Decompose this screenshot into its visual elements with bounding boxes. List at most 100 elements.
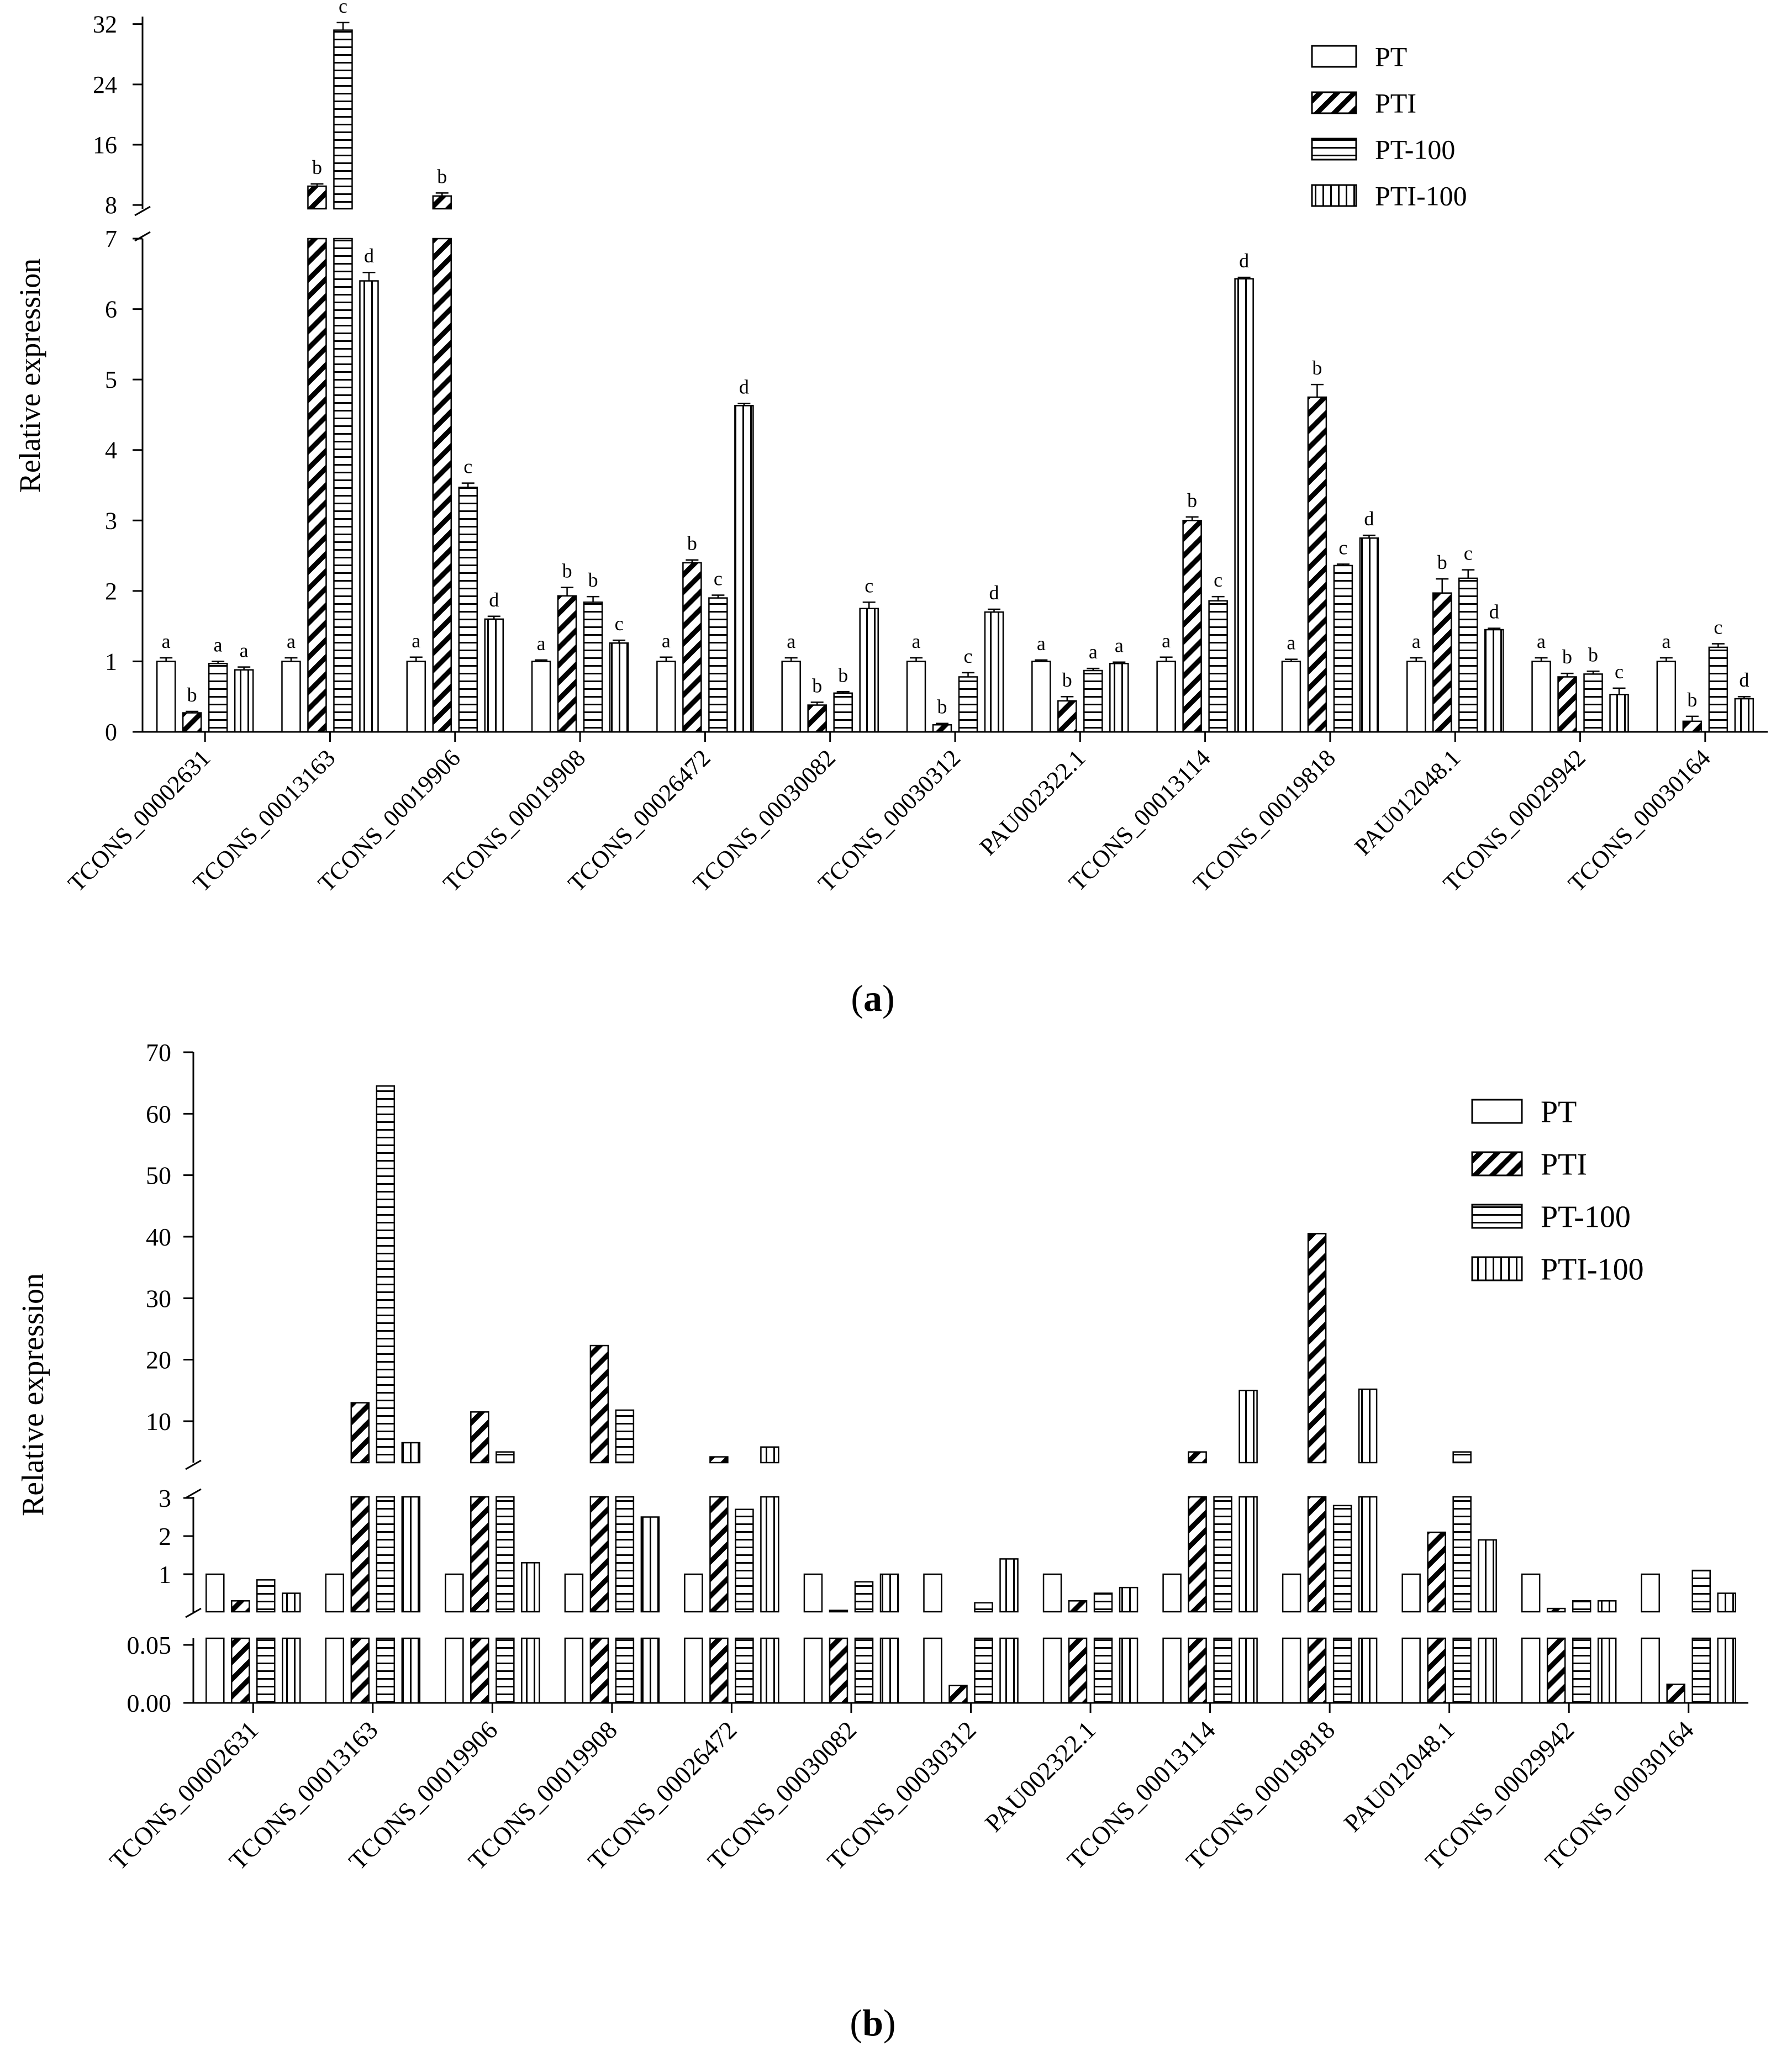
bar-b-pti-100-tcons-00019818-upper [1358, 1388, 1378, 1464]
bar-a-pt-100-tcons-00013163-upper [333, 29, 353, 210]
significance-letter: b [1187, 489, 1197, 511]
bar-b-pti-tcons-00019906 [470, 1637, 489, 1704]
y-tick-label: 16 [93, 131, 117, 159]
y-tick-label: 2 [105, 578, 117, 605]
bar-b-pt-100-tcons-00013114 [1213, 1637, 1232, 1704]
significance-letter: b [687, 532, 697, 555]
significance-letter: b [1687, 689, 1697, 711]
significance-letter: c [714, 568, 723, 590]
significance-letter: b [187, 684, 197, 706]
significance-letter: c [964, 645, 973, 667]
bar-b-pt-tcons-00013114-middle [1162, 1573, 1182, 1613]
bar-b-pt-tcons-00019818-middle [1282, 1573, 1301, 1613]
bar-b-pt-tcons-00019908 [564, 1637, 584, 1704]
bar-b-pti-100-tcons-00019818 [1358, 1637, 1378, 1704]
significance-letter: d [1239, 250, 1249, 272]
bar-b-pti-tcons-00030164 [1666, 1684, 1685, 1704]
bar-a-pti-100-tcons-00013114 [1234, 278, 1254, 733]
bar-a-pti-tcons-00026472 [682, 562, 702, 733]
bar-b-pt-100-tcons-00019906-middle [496, 1496, 515, 1613]
bar-a-pti-100-tcons-00019908 [609, 642, 629, 733]
bar-a-pti-tcons-00019906-upper [432, 195, 452, 210]
y-axis-title: Relative expression [13, 258, 46, 493]
x-tick-label: PAU002322.1 [979, 1716, 1101, 1837]
panel-a-label: (a) [851, 977, 894, 1019]
bar-a-pti-tcons-00029942 [1557, 676, 1577, 733]
y-tick-label: 0.00 [127, 1689, 172, 1717]
significance-letter: a [1115, 635, 1124, 657]
bar-b-pti-100-tcons-00026472-upper [760, 1446, 779, 1464]
y-tick-label: 7 [105, 225, 117, 252]
y-axis-title: Relative expression [16, 1273, 50, 1516]
bar-a-pti-tcons-00019908 [557, 595, 577, 733]
bar-b-pt-tcons-00002631 [205, 1637, 225, 1704]
bar-a-pti-100-tcons-00002631 [234, 669, 254, 733]
bar-b-pti-tcons-00013163-upper [350, 1402, 370, 1464]
bar-a-pti-100-tcons-00019818 [1359, 537, 1379, 733]
significance-letter: d [1489, 600, 1499, 622]
bar-b-pti-100-pau012048-1-middle [1478, 1539, 1497, 1613]
bar-b-pt-100-tcons-00029942-middle [1572, 1600, 1591, 1613]
axis-break-mark [134, 205, 151, 217]
significance-letter: b [1062, 669, 1072, 691]
bar-a-pt-tcons-00030164 [1656, 661, 1677, 733]
legend-label-pt: PT [1375, 41, 1407, 72]
bar-b-pti-tcons-00013163-middle [350, 1496, 370, 1613]
x-tick-label: PAU012048.1 [1338, 1716, 1460, 1837]
significance-letter: b [1588, 643, 1598, 666]
bar-a-pt-100-tcons-00013114 [1208, 600, 1228, 733]
significance-letter: c [463, 456, 472, 478]
significance-letter: a [1287, 632, 1295, 654]
bar-a-pt-100-tcons-00002631 [208, 663, 228, 733]
legend-swatch-pti-100 [1471, 1256, 1523, 1281]
bar-b-pti-tcons-00030082 [829, 1637, 848, 1704]
y-tick-label: 1 [159, 1560, 171, 1589]
bar-b-pti-100-tcons-00030164-middle [1717, 1592, 1736, 1613]
bar-b-pt-tcons-00019906 [445, 1637, 464, 1704]
y-tick-label: 20 [146, 1346, 171, 1374]
x-tick-label: PAU002322.1 [974, 744, 1091, 861]
significance-letter: a [1162, 630, 1171, 652]
significance-letter: a [1662, 630, 1670, 652]
bar-b-pt-100-tcons-00019908 [615, 1637, 635, 1704]
significance-letter: c [1714, 616, 1722, 639]
bar-b-pti-100-tcons-00030164 [1717, 1637, 1736, 1704]
bar-a-pti-100-tcons-00030164 [1734, 698, 1754, 733]
bar-b-pti-100-tcons-00002631 [282, 1637, 301, 1704]
panel-b-label: (b) [850, 2002, 895, 2044]
legend-label-pti-100: PTI-100 [1541, 1253, 1644, 1287]
bar-b-pti-100-tcons-00019908 [640, 1637, 660, 1704]
bar-b-pti-100-pau002322-1-middle [1119, 1586, 1139, 1613]
y-tick-label: 8 [105, 192, 117, 219]
significance-letter: a [662, 630, 671, 652]
significance-letter: a [162, 630, 171, 652]
bar-b-pt-tcons-00030312 [923, 1637, 942, 1704]
significance-letter: a [787, 630, 795, 652]
bar-b-pti-100-tcons-00013114-middle [1238, 1496, 1258, 1613]
bar-a-pt-100-tcons-00026472 [708, 597, 728, 733]
bar-b-pti-100-tcons-00026472 [760, 1637, 779, 1704]
bar-b-pt-100-tcons-00019906-upper [496, 1451, 515, 1464]
bar-b-pti-tcons-00026472-upper [709, 1456, 729, 1464]
bar-b-pt-100-tcons-00002631 [256, 1637, 276, 1704]
bar-b-pt-pau002322-1-middle [1042, 1573, 1062, 1613]
bar-b-pt-100-tcons-00019908-middle [615, 1496, 635, 1613]
bar-b-pti-tcons-00013114-middle [1188, 1496, 1207, 1613]
bar-b-pti-tcons-00002631 [231, 1637, 250, 1704]
bar-b-pti-100-tcons-00030312 [999, 1637, 1019, 1704]
x-tick-label: PAU012048.1 [1350, 744, 1466, 861]
bar-b-pt-100-tcons-00013163-middle [376, 1496, 396, 1613]
bar-a-pti-tcons-00019906 [432, 238, 452, 733]
bar-b-pti-pau012048-1-middle [1427, 1531, 1446, 1613]
bar-b-pti-tcons-00029942 [1546, 1637, 1566, 1704]
bar-b-pt-tcons-00002631-middle [205, 1573, 225, 1613]
bar-b-pti-100-tcons-00002631-middle [282, 1592, 301, 1613]
bar-a-pti-100-tcons-00026472 [734, 405, 754, 733]
y-tick-label: 10 [146, 1407, 171, 1436]
significance-letter: a [240, 640, 249, 662]
bar-a-pti-tcons-00019818 [1307, 396, 1327, 733]
bar-a-pt-100-tcons-00030312 [958, 676, 978, 733]
significance-letter: c [865, 574, 873, 597]
significance-letter: a [412, 630, 420, 652]
bar-a-pt-tcons-00019818 [1281, 661, 1301, 733]
